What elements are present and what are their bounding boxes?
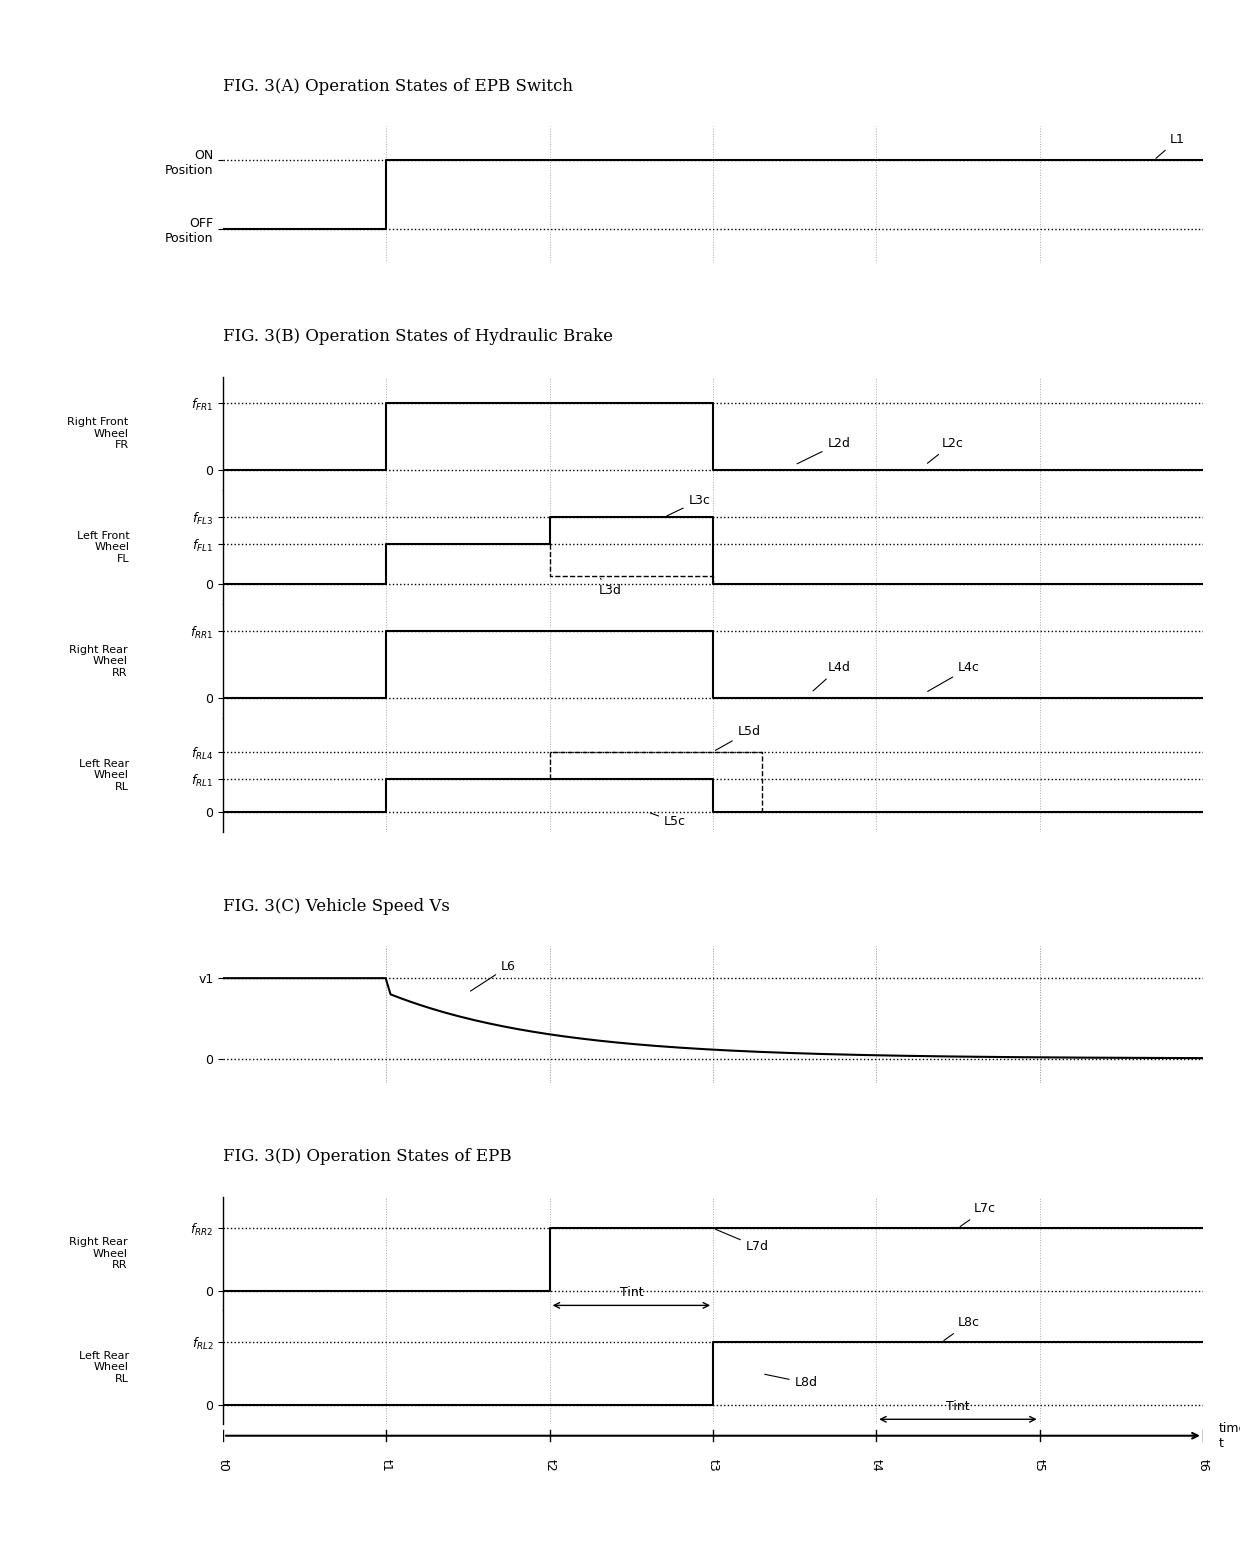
Text: t6: t6 [1197, 1458, 1209, 1472]
Text: L1: L1 [1156, 133, 1185, 159]
Y-axis label: Right Front
Wheel
FR: Right Front Wheel FR [67, 417, 129, 451]
Text: t4: t4 [869, 1458, 883, 1472]
Text: time
t: time t [1219, 1421, 1240, 1450]
Text: L3d: L3d [599, 579, 621, 597]
Text: L7d: L7d [715, 1230, 769, 1253]
Text: t2: t2 [543, 1458, 557, 1472]
Text: t1: t1 [379, 1458, 393, 1472]
Text: Tint: Tint [946, 1400, 970, 1413]
Text: L3c: L3c [667, 494, 711, 515]
Y-axis label: Right Rear
Wheel
RR: Right Rear Wheel RR [69, 1237, 128, 1270]
Text: Tint: Tint [620, 1285, 644, 1299]
Text: L5d: L5d [715, 725, 760, 750]
Y-axis label: Left Front
Wheel
FL: Left Front Wheel FL [77, 531, 130, 565]
Text: L7c: L7c [960, 1202, 996, 1227]
Text: t0: t0 [217, 1458, 229, 1472]
Text: L8d: L8d [765, 1375, 817, 1389]
Text: L4d: L4d [813, 662, 851, 691]
Text: FIG. 3(A) Operation States of EPB Switch: FIG. 3(A) Operation States of EPB Switch [223, 77, 573, 94]
Text: L5c: L5c [650, 813, 686, 829]
Y-axis label: Left Rear
Wheel
RL: Left Rear Wheel RL [78, 759, 129, 792]
Text: L4c: L4c [928, 662, 980, 691]
Y-axis label: Right Rear
Wheel
RR: Right Rear Wheel RR [69, 645, 128, 677]
Y-axis label: Left Rear
Wheel
RL: Left Rear Wheel RL [79, 1350, 129, 1384]
Text: t3: t3 [707, 1458, 719, 1472]
Text: L6: L6 [470, 960, 516, 991]
Text: FIG. 3(D) Operation States of EPB: FIG. 3(D) Operation States of EPB [223, 1148, 512, 1165]
Text: t5: t5 [1033, 1458, 1047, 1472]
Text: FIG. 3(C) Vehicle Speed Vs: FIG. 3(C) Vehicle Speed Vs [223, 898, 450, 915]
Text: L8c: L8c [944, 1316, 980, 1341]
Text: L2c: L2c [928, 437, 963, 463]
Text: L2d: L2d [797, 437, 851, 464]
Text: FIG. 3(B) Operation States of Hydraulic Brake: FIG. 3(B) Operation States of Hydraulic … [223, 329, 614, 346]
